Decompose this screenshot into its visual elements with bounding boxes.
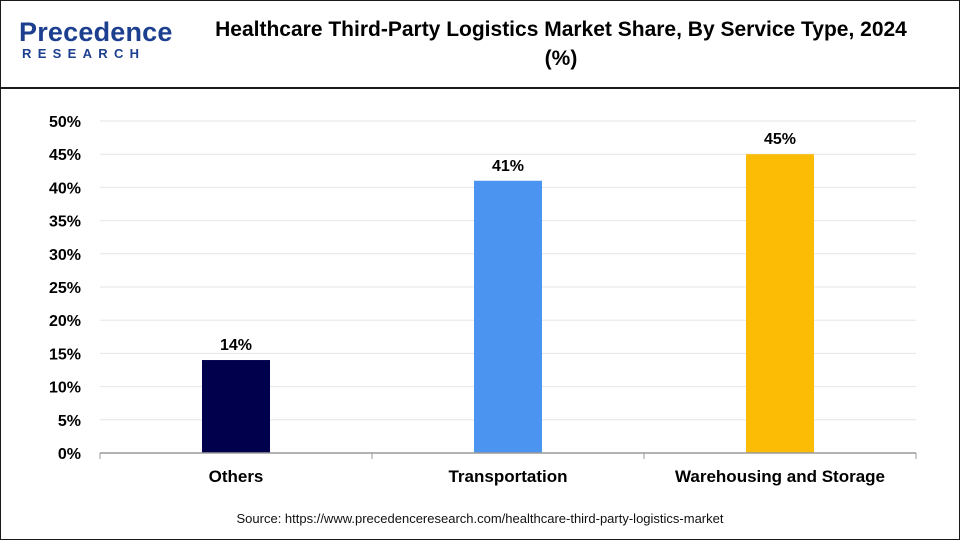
x-axis: Others Transportation Warehousing and Stor… (99, 452, 917, 486)
y-tick-label: 40% (49, 180, 81, 197)
x-category-label: Warehousing and Storage (675, 467, 885, 486)
y-tick-label: 50% (49, 114, 81, 131)
chart-title: Healthcare Third-Party Logistics Market … (215, 18, 907, 70)
bar-value-label: 14% (220, 337, 252, 354)
y-tick-label: 0% (58, 446, 81, 463)
bar-value-label: 41% (492, 158, 524, 175)
y-tick-label: 15% (49, 346, 81, 363)
y-tick-label: 30% (49, 247, 81, 264)
x-category-label: Others (209, 467, 264, 486)
header: Precedence RESEARCH Healthcare Third-Par… (1, 1, 959, 89)
bar (202, 360, 270, 453)
y-tick-label: 45% (49, 147, 81, 164)
chart-area: 0% 5% 10% 15% 20% 25% 30% 35% 40% 45% 50% 14% 41% 45… (0, 88, 960, 508)
bar (746, 154, 814, 453)
y-tick-label: 5% (58, 413, 81, 430)
logo-wordmark: Precedence (19, 17, 173, 47)
y-tick-label: 35% (49, 214, 81, 231)
bar-value-label: 45% (764, 131, 796, 148)
x-category-label: Transportation (448, 467, 567, 486)
y-tick-label: 20% (49, 313, 81, 330)
bar (474, 180, 542, 453)
y-axis-ticks: 0% 5% 10% 15% 20% 25% 30% 35% 40% 45% 50% (49, 114, 81, 463)
y-tick-label: 25% (49, 280, 81, 297)
bar-chart: 0% 5% 10% 15% 20% 25% 30% 35% 40% 45% 50% 14% 41% 45… (49, 114, 917, 486)
y-tick-label: 10% (49, 380, 81, 397)
bars: 14% 41% 45% (202, 131, 814, 453)
logo-subtitle: RESEARCH (22, 46, 146, 61)
source-note: Source: https://www.precedenceresearch.c… (236, 511, 724, 526)
precedence-research-logo: Precedence RESEARCH (19, 17, 172, 65)
